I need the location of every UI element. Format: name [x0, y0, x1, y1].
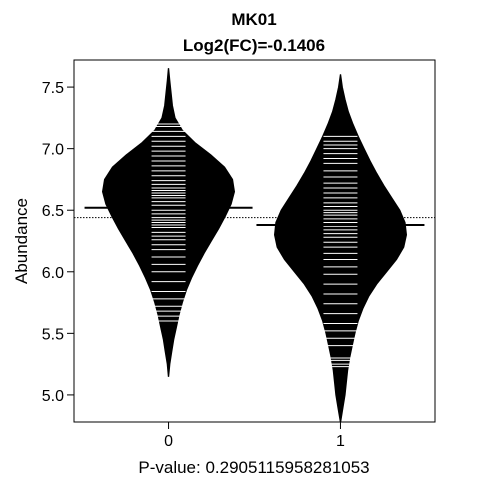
x-tick-label: 1 — [336, 433, 345, 450]
y-tick-label: 6.0 — [42, 265, 64, 282]
y-tick-label: 5.0 — [42, 388, 64, 405]
bean-1 — [273, 74, 408, 423]
x-axis-label: P-value: 0.2905115958281053 — [138, 458, 369, 477]
y-tick-label: 5.5 — [42, 326, 64, 343]
chart-subtitle: Log2(FC)=-0.1406 — [183, 36, 325, 55]
axes-layer: 5.0 5.5 6.0 6.5 7.0 7.5 0 1 — [42, 80, 345, 450]
beans-layer — [74, 68, 435, 423]
chart-title: MK01 — [231, 10, 276, 29]
x-tick-label: 0 — [164, 433, 173, 450]
y-tick-label: 6.5 — [42, 203, 64, 220]
y-axis-label: Abundance — [12, 198, 31, 284]
plot-frame — [73, 59, 436, 423]
y-tick-label: 7.0 — [42, 142, 64, 159]
y-tick-label: 7.5 — [42, 80, 64, 97]
